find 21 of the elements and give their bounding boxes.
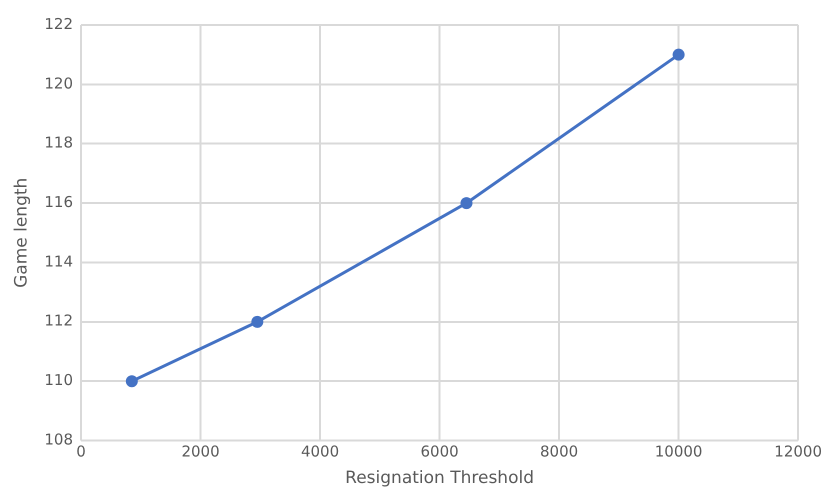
y-tick-label: 120: [44, 74, 74, 92]
y-axis-title: Game length: [12, 178, 32, 288]
x-tick-label: 12000: [774, 442, 822, 460]
x-tick-label: 2000: [181, 442, 220, 460]
y-tick-label: 118: [44, 134, 74, 152]
y-tick-label: 108: [44, 430, 74, 448]
x-axis-title: Resignation Threshold: [345, 468, 534, 488]
y-tick-label: 112: [44, 312, 74, 330]
y-tick-label: 110: [44, 371, 74, 390]
point: [460, 197, 472, 210]
x-tick-label: 6000: [420, 442, 459, 460]
point: [672, 48, 685, 61]
point: [251, 316, 264, 328]
y-tick-label: 122: [44, 14, 74, 33]
y-tick-label: 114: [44, 252, 74, 270]
x-tick-label: 10000: [654, 442, 702, 460]
x-tick-label: 0: [76, 442, 86, 460]
x-tick-label: 8000: [540, 442, 578, 460]
y-tick-label: 116: [44, 193, 74, 212]
x-tick-label: 4000: [300, 442, 340, 460]
point: [126, 375, 138, 388]
